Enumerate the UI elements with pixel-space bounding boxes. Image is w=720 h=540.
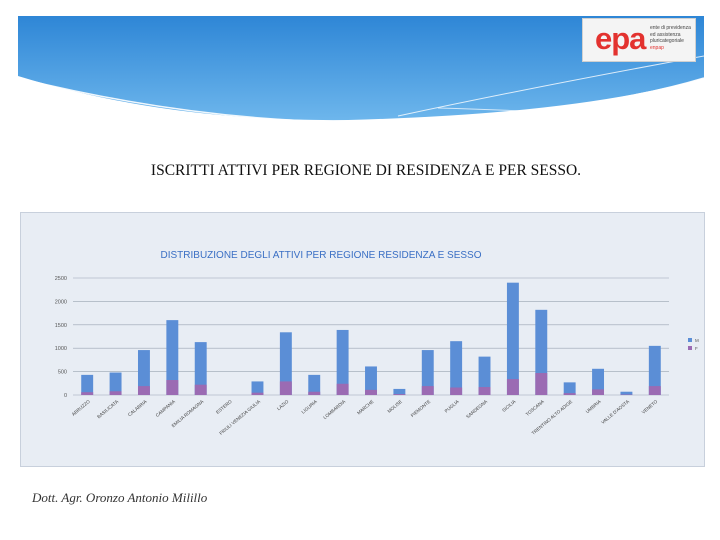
y-tick-label: 500 (58, 370, 67, 376)
bar-f (109, 391, 122, 395)
bar-m (592, 368, 605, 395)
header-banner (18, 16, 704, 124)
bar-m (648, 345, 661, 395)
x-tick-label: LIGURIA (301, 398, 319, 414)
chart-svg: DISTRIBUZIONE DEGLI ATTIVI PER REGIONE R… (55, 250, 699, 436)
y-tick-label: 2500 (55, 276, 67, 282)
bar-f (194, 384, 207, 395)
x-tick-label: ABRUZZO (71, 399, 91, 417)
x-tick-label: SICILIA (501, 398, 517, 413)
x-tick-label: VALLE D'AOSTA (600, 398, 630, 425)
bar-f (279, 381, 292, 395)
logo-line: pluricategoriale (650, 38, 684, 44)
legend: MF (688, 338, 699, 351)
bar-m (365, 366, 377, 395)
x-tick-label: UMBRIA (585, 398, 603, 414)
logo-mark: epa (595, 21, 646, 56)
bar-m (194, 342, 207, 395)
bar-m (81, 374, 94, 395)
x-axis-ticks: ABRUZZO BASILICATA CALABRIA CAMPANIAEMILIA … (71, 398, 659, 436)
legend-label: F (695, 346, 698, 351)
bar-f (478, 387, 491, 395)
bar-m (393, 388, 406, 395)
legend-swatch (688, 338, 692, 342)
bar-m (506, 282, 519, 395)
bar-m (308, 374, 321, 395)
x-tick-label: VENETO (641, 399, 659, 415)
x-tick-label: BASILICATA (96, 398, 120, 419)
x-tick-label: LOMBARDIA (322, 398, 347, 420)
legend-swatch (688, 346, 692, 350)
bar-f (648, 386, 661, 395)
bar-m (251, 381, 264, 395)
y-tick-label: 2000 (55, 299, 67, 305)
x-tick-label: PUGLIA (444, 398, 461, 413)
epa-logo: epa ente di previdenza ed assistenza plu… (582, 18, 696, 62)
legend-label: M (695, 338, 699, 343)
bar-f (137, 386, 150, 395)
bar-m (279, 332, 292, 395)
bar-chart: DISTRIBUZIONE DEGLI ATTIVI PER REGIONE R… (20, 212, 705, 467)
x-tick-label: CALABRIA (127, 398, 148, 417)
logo-text: ente di previdenza ed assistenza plurica… (650, 25, 694, 51)
bar-f (563, 393, 576, 395)
logo-line: ente di previdenza (650, 25, 691, 31)
bar-f (506, 379, 519, 395)
bar-f (251, 392, 264, 395)
bar-m (535, 309, 548, 395)
x-tick-label: MARCHE (356, 399, 374, 416)
y-axis-ticks: 0 500 1000 1500 2000 2500 (55, 276, 67, 399)
x-tick-label: CAMPANIA (155, 398, 177, 418)
y-tick-label: 1500 (55, 323, 67, 329)
y-tick-label: 1000 (55, 346, 67, 352)
x-tick-label: PIEMONTE (410, 399, 432, 418)
footer-author: Dott. Agr. Oronzo Antonio Milillo (32, 490, 208, 505)
bar-f (421, 386, 434, 395)
bar-m (450, 341, 463, 395)
bar-f (308, 391, 321, 395)
y-tick-label: 0 (64, 393, 67, 399)
bar-f (450, 387, 463, 395)
bar-f (336, 383, 349, 395)
bar-m (620, 391, 633, 395)
bar-f (81, 392, 94, 395)
logo-line: ed assistenza (650, 31, 681, 38)
x-tick-label: ESTERO (215, 399, 233, 415)
x-tick-label: LAZIO (276, 399, 290, 412)
x-tick-label: SARDEGNA (465, 398, 489, 419)
bar-f (166, 380, 179, 395)
bar-f (393, 394, 406, 395)
logo-sub: enpap (650, 44, 664, 51)
bar-m (336, 329, 349, 395)
slide-title: ISCRITTI ATTIVI PER REGIONE DI RESIDENZA… (150, 162, 582, 179)
bar-m (166, 320, 179, 395)
bar-m (137, 350, 150, 395)
bar-f (365, 389, 377, 395)
bar-m (109, 372, 122, 395)
bar-m (563, 382, 576, 395)
bar-m (421, 350, 434, 395)
chart-title: DISTRIBUZIONE DEGLI ATTIVI PER REGIONE R… (161, 250, 482, 261)
x-tick-label: MOLISE (387, 399, 404, 414)
bars (81, 282, 661, 395)
bar-f (592, 389, 605, 395)
x-tick-label: TOSCANA (525, 398, 546, 417)
bar-f (535, 373, 548, 395)
bar-m (478, 356, 491, 395)
